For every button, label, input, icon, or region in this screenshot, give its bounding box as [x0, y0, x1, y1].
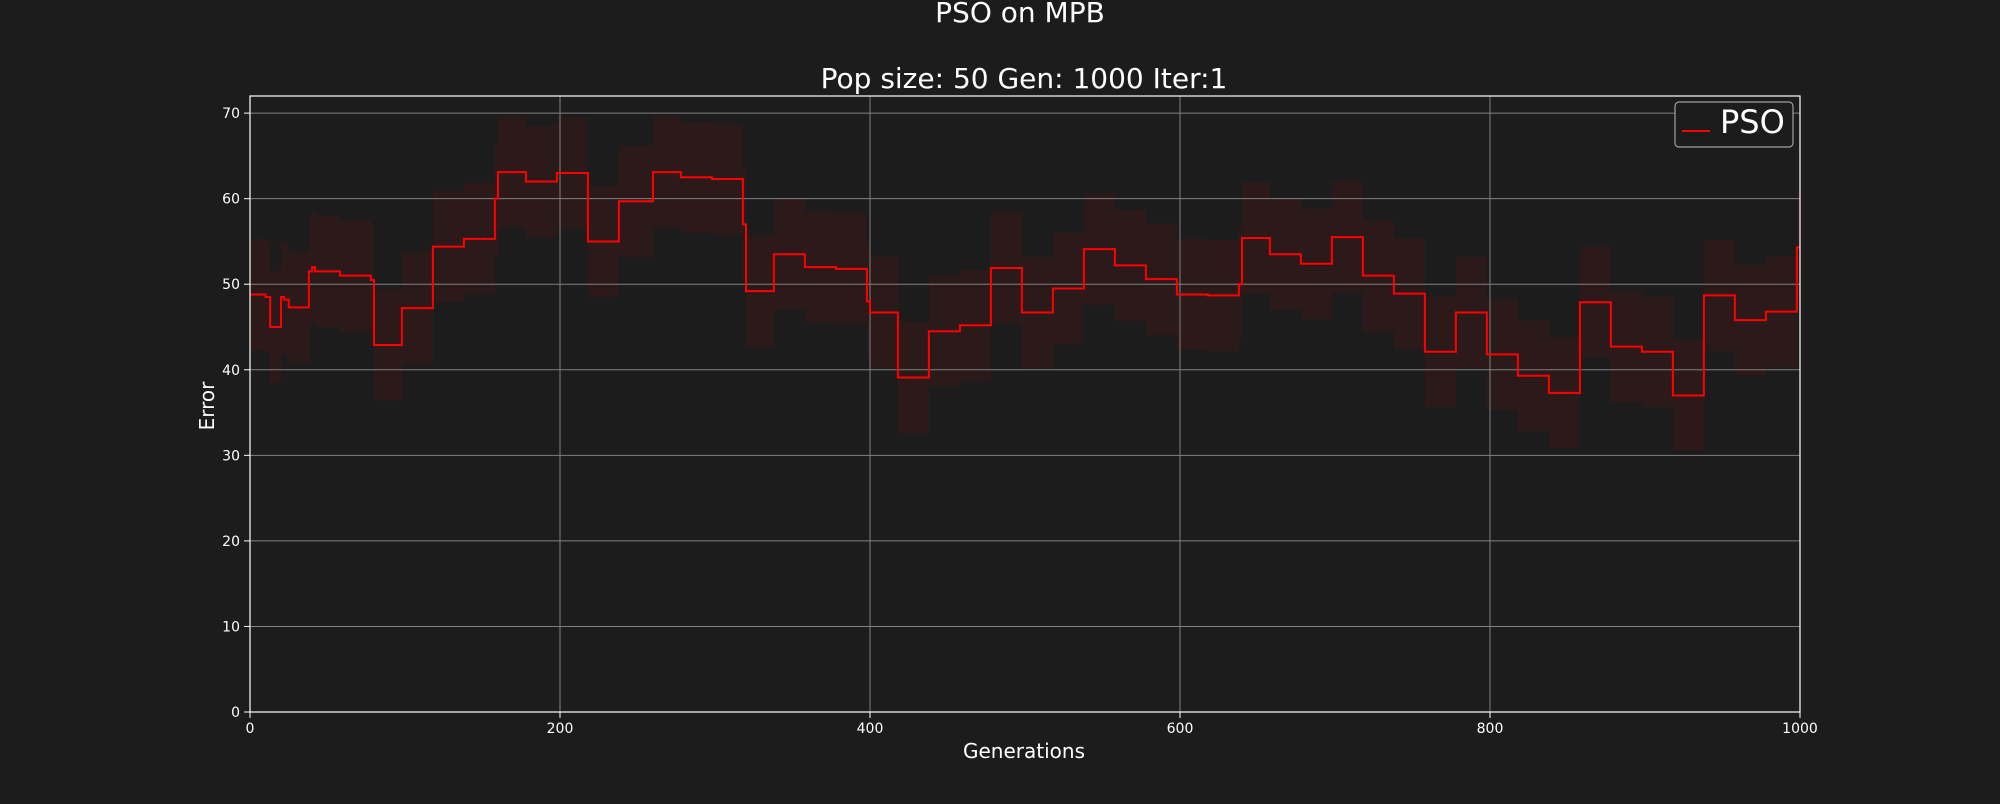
y-tick-label: 50 — [222, 277, 240, 293]
grid-layer — [249, 96, 1801, 713]
y-tick-label: 20 — [222, 534, 240, 550]
y-tick-label: 40 — [222, 363, 240, 379]
legend: PSO — [1674, 101, 1794, 148]
y-tick-label: 0 — [231, 705, 240, 721]
line-layer — [250, 171, 1800, 397]
x-tick-label: 0 — [246, 721, 255, 737]
chart-title: PSO on MPB — [935, 0, 1105, 29]
axes-layer — [249, 95, 1801, 713]
x-tick-label: 600 — [1167, 721, 1194, 737]
series-line-pso — [250, 171, 1800, 397]
y-tick-label: 10 — [222, 619, 240, 635]
x-tick-label: 400 — [857, 721, 884, 737]
legend-box — [1674, 101, 1794, 148]
y-tick-label: 70 — [222, 106, 240, 122]
x-tick-label: 200 — [547, 721, 574, 737]
x-tick-label: 800 — [1477, 721, 1504, 737]
legend-label: PSO — [1720, 103, 1785, 141]
y-axis-label: Error — [195, 381, 219, 431]
tick-layer: 0 200 400 600 800 1000 0 10 20 30 40 50 60 70 — [222, 106, 1818, 737]
y-tick-label: 60 — [222, 192, 240, 208]
chart-subtitle: Pop size: 50 Gen: 1000 Iter:1 — [821, 62, 1228, 95]
x-axis-label: Generations — [963, 739, 1085, 763]
plot-frame — [249, 95, 1801, 713]
y-tick-label: 30 — [222, 448, 240, 464]
x-tick-label: 1000 — [1782, 721, 1818, 737]
